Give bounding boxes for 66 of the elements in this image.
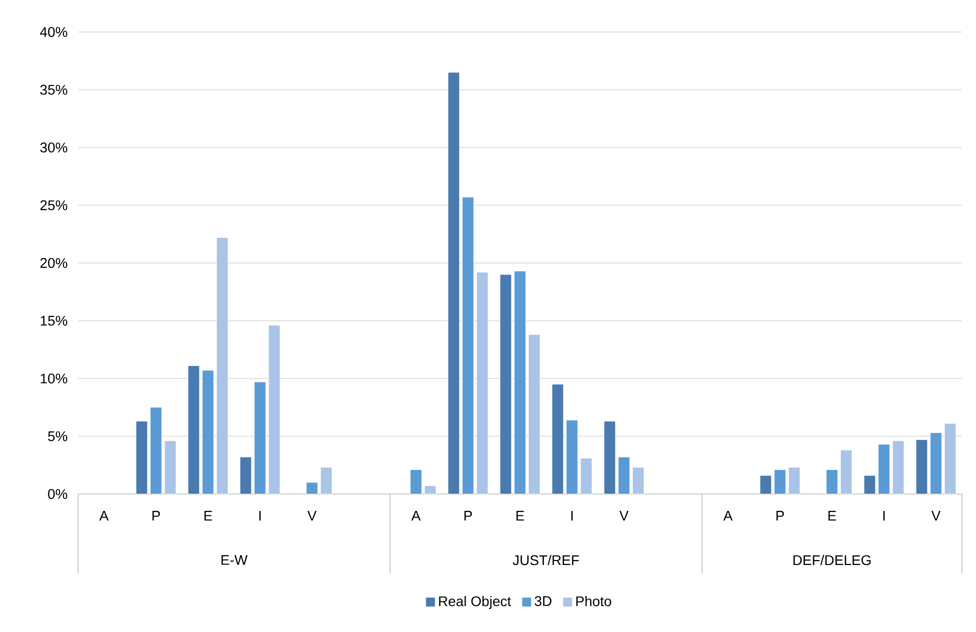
y-tick-label: 30%	[40, 142, 68, 152]
bar	[216, 237, 228, 494]
x-tick-label: I	[259, 510, 261, 521]
x-tick-label: I	[883, 510, 885, 521]
bar	[476, 272, 488, 494]
y-tick-label: 20%	[40, 258, 68, 268]
bar	[552, 384, 564, 494]
bar	[500, 274, 512, 494]
bar	[306, 482, 318, 494]
bar	[916, 440, 928, 494]
x-tick-label: E	[828, 510, 836, 521]
legend-label: Photo	[576, 596, 612, 606]
bar	[580, 458, 592, 494]
bar	[632, 467, 644, 494]
text: E-W	[222, 555, 248, 565]
bar	[528, 334, 540, 494]
bar	[944, 423, 956, 494]
bar	[268, 325, 280, 494]
bar	[410, 470, 422, 494]
x-tick-label: I	[571, 510, 573, 521]
bar	[864, 475, 876, 494]
x-tick-label: V	[931, 510, 941, 521]
x-tick-label: P	[152, 510, 160, 521]
bar	[240, 456, 252, 494]
y-tick-label: 0%	[48, 489, 68, 499]
text: DEF/DELEG	[793, 554, 871, 566]
bar	[774, 470, 786, 494]
bar	[424, 486, 436, 494]
bar	[618, 456, 630, 494]
x-tick-label: A	[411, 510, 421, 521]
bar	[462, 196, 474, 494]
bar	[878, 444, 890, 494]
text: JUST/REF	[512, 554, 579, 566]
x-tick-label: E	[204, 510, 212, 521]
x-tick-label: E	[516, 510, 524, 521]
bar	[760, 475, 772, 494]
y-tick-label: 25%	[40, 200, 68, 210]
x-tick-label: V	[307, 510, 317, 521]
bar	[514, 270, 526, 494]
y-tick-label: 10%	[40, 374, 68, 384]
legend-label: Real Object	[439, 596, 511, 610]
y-tick-label: 5%	[48, 431, 68, 442]
bar	[202, 370, 214, 494]
x-tick-label: A	[723, 510, 733, 521]
x-tick-label: V	[619, 510, 629, 521]
x-tick-label: A	[99, 510, 109, 521]
bar	[254, 382, 266, 494]
bar	[320, 467, 332, 494]
bar	[892, 440, 904, 494]
bar	[788, 467, 800, 494]
y-tick-label: 40%	[40, 27, 68, 37]
bar	[448, 72, 460, 494]
y-tick-label: 35%	[40, 84, 68, 95]
bar	[150, 407, 162, 494]
bar	[136, 421, 148, 494]
x-tick-label: P	[776, 510, 784, 521]
bar	[840, 450, 852, 494]
bar	[604, 421, 616, 494]
legend-label: 3D	[534, 596, 552, 606]
bar	[826, 470, 838, 494]
bar	[188, 366, 200, 494]
bar	[566, 420, 578, 494]
bar	[930, 432, 942, 494]
bar	[164, 440, 176, 494]
x-tick-label: P	[464, 510, 472, 521]
y-tick-label: 15%	[40, 316, 68, 326]
